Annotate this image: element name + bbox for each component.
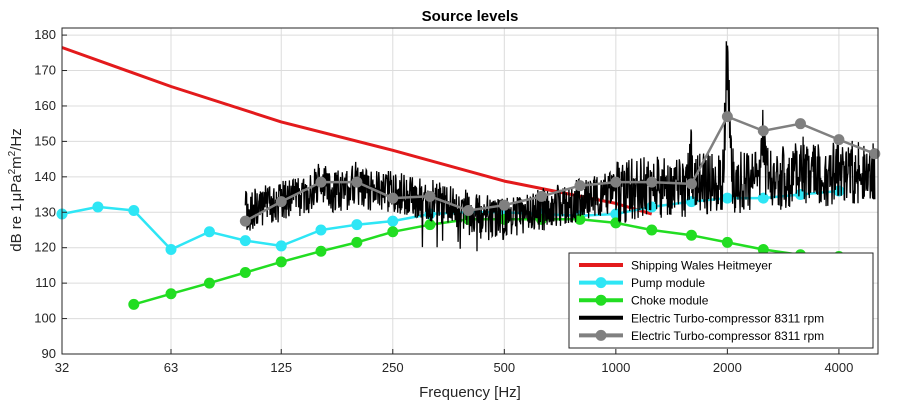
series-2-pump-module-point — [757, 192, 769, 204]
legend-entry-3-label: Choke module — [631, 294, 709, 308]
series-3-choke-module-point — [685, 229, 697, 241]
y-tick-label: 150 — [34, 133, 56, 148]
series-5-electric-turbo-compressor-8311-rpm-point — [275, 196, 287, 208]
y-label-sup1: 2 — [7, 168, 18, 174]
series-5-electric-turbo-compressor-8311-rpm-point — [757, 125, 769, 137]
y-tick-label: 90 — [42, 346, 56, 361]
y-tick-label: 120 — [34, 240, 56, 255]
series-5-electric-turbo-compressor-8311-rpm-point — [387, 192, 399, 204]
legend: Shipping Wales Heitmeyer Pump module Choke… — [568, 252, 874, 349]
series-2-pump-module-point — [351, 219, 363, 231]
series-5-electric-turbo-compressor-8311-rpm-point — [424, 190, 436, 202]
y-label-unit1: Pa — [8, 174, 25, 193]
legend-entry-3-marker — [595, 294, 607, 306]
y-tick-label: 110 — [35, 275, 56, 290]
series-5-electric-turbo-compressor-8311-rpm-point — [574, 180, 586, 192]
y-tick-label: 180 — [34, 27, 56, 42]
x-tick-label: 125 — [270, 360, 292, 375]
series-2-pump-module-point — [315, 224, 327, 236]
series-5-electric-turbo-compressor-8311-rpm-point — [794, 118, 806, 130]
series-5-electric-turbo-compressor-8311-rpm-point — [869, 148, 881, 160]
series-5-electric-turbo-compressor-8311-rpm-point — [833, 134, 845, 146]
y-tick-label: 160 — [34, 98, 56, 113]
y-label-mu: μ — [8, 193, 25, 202]
series-3-choke-module-point — [646, 224, 658, 236]
series-3-choke-module-point — [351, 236, 363, 248]
y-label-suffix: /Hz — [8, 128, 25, 151]
y-tick-label: 130 — [34, 204, 56, 219]
legend-entry-2-marker — [595, 277, 607, 289]
x-tick-label: 500 — [493, 360, 515, 375]
y-tick-label: 140 — [34, 169, 56, 184]
y-axis-label: dB re 1μPa2m2/Hz — [7, 128, 25, 252]
series-5-electric-turbo-compressor-8311-rpm-point — [462, 204, 474, 216]
series-3-choke-module-point — [128, 298, 140, 310]
series-5-electric-turbo-compressor-8311-rpm-point — [498, 199, 510, 211]
x-axis-label: Frequency [Hz] — [419, 384, 521, 401]
legend-entry-2-label: Pump module — [631, 276, 705, 290]
y-label-prefix: dB re 1 — [8, 203, 25, 251]
y-label-sup2: 2 — [7, 150, 18, 156]
chart-title: Source levels — [422, 8, 519, 25]
series-2-pump-module-point — [275, 240, 287, 252]
series-2-pump-module-point — [203, 226, 215, 238]
series-2-pump-module-point — [721, 192, 733, 204]
series-2-pump-module-point — [128, 204, 140, 216]
series-3-choke-module-point — [203, 277, 215, 289]
y-tick-label: 170 — [34, 63, 56, 78]
series-4-electric-turbo-compressor-8311-rpm-line — [244, 41, 876, 252]
legend-entry-1-label: Shipping Wales Heitmeyer — [631, 259, 772, 273]
series-3-choke-module-point — [387, 226, 399, 238]
x-tick-label: 2000 — [713, 360, 742, 375]
legend-entry-5-label: Electric Turbo-compressor 8311 rpm — [631, 329, 824, 343]
series-5-electric-turbo-compressor-8311-rpm-point — [685, 178, 697, 190]
y-tick-label: 100 — [34, 311, 56, 326]
series-3-choke-module-point — [275, 256, 287, 268]
series-5-electric-turbo-compressor-8311-rpm-line — [244, 115, 876, 223]
x-tick-label: 4000 — [824, 360, 853, 375]
series-5-electric-turbo-compressor-8311-rpm-point — [646, 176, 658, 188]
x-tick-label: 32 — [55, 360, 69, 375]
series-3-choke-module-point — [424, 219, 436, 231]
axis-ticks: 32 63 125 250 500 1000 2000 4000 90 100 110 120 130 1… — [34, 27, 853, 375]
series-5-electric-turbo-compressor-8311-rpm-point — [351, 176, 363, 188]
series-2-pump-module-point — [165, 243, 177, 255]
x-tick-label: 63 — [164, 360, 178, 375]
series-5-electric-turbo-compressor-8311-rpm-point — [610, 176, 622, 188]
series-3-choke-module-point — [315, 245, 327, 257]
series-2-pump-module-point — [92, 201, 104, 213]
legend-entry-5-marker — [595, 329, 607, 341]
series-3-choke-module-point — [239, 267, 251, 278]
series-5-electric-turbo-compressor-8311-rpm-point — [535, 190, 547, 202]
series-5-electric-turbo-compressor-8311-rpm-point — [239, 215, 251, 227]
series-5-electric-turbo-compressor-8311-rpm-point — [315, 176, 327, 188]
series-3-choke-module-point — [165, 288, 177, 300]
series-5-electric-turbo-compressor-8311-rpm-point — [721, 111, 733, 123]
x-tick-label: 250 — [382, 360, 404, 375]
y-label-unit2: m — [8, 156, 25, 169]
series-2-pump-module-point — [239, 235, 251, 247]
series-3-choke-module-point — [721, 236, 733, 248]
series-2-pump-module-point — [387, 215, 399, 227]
legend-entry-4-label: Electric Turbo-compressor 8311 rpm — [631, 311, 824, 325]
x-tick-label: 1000 — [601, 360, 630, 375]
axes-box — [61, 27, 879, 355]
